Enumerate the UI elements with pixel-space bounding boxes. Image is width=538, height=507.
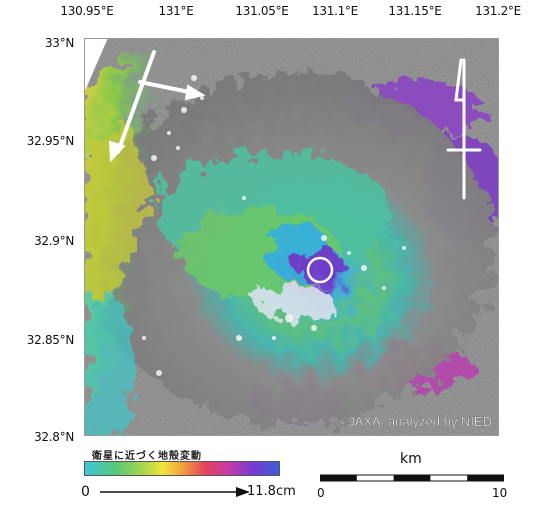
scale-start: 0 [317, 486, 325, 500]
longitude-label: 131.2°E [475, 4, 521, 18]
north-arrow-icon [446, 58, 482, 200]
distance-scale-bar [320, 474, 504, 482]
latitude-label: 32.85°N [26, 333, 75, 347]
interferogram-map: ©JAXA, analyzed by NIED [84, 38, 499, 436]
arrow-right-icon [100, 487, 250, 497]
scale-end: 10 [492, 486, 508, 500]
color-scale-min: 0 [81, 484, 90, 500]
longitude-label: 131.1°E [312, 4, 358, 18]
longitude-label: 130.95°E [60, 4, 114, 18]
latitude-label: 32.95°N [26, 134, 75, 148]
longitude-label: 131°E [158, 4, 194, 18]
latitude-label: 32.8°N [34, 430, 74, 444]
longitude-label: 131.15°E [388, 4, 442, 18]
color-scale-max: 11.8cm [247, 484, 296, 499]
circle-marker-icon [306, 256, 334, 284]
latitude-label: 33°N [44, 36, 74, 50]
longitude-label: 131.05°E [235, 4, 289, 18]
credit-text: ©JAXA, analyzed by NIED [339, 414, 492, 429]
latitude-label: 32.9°N [34, 234, 74, 248]
scale-unit: km [400, 451, 422, 467]
legend-caption: 衛星に近づく地殻変動 [92, 451, 202, 462]
color-scale-bar [84, 461, 280, 476]
satellite-flight-direction-icon [108, 50, 206, 163]
